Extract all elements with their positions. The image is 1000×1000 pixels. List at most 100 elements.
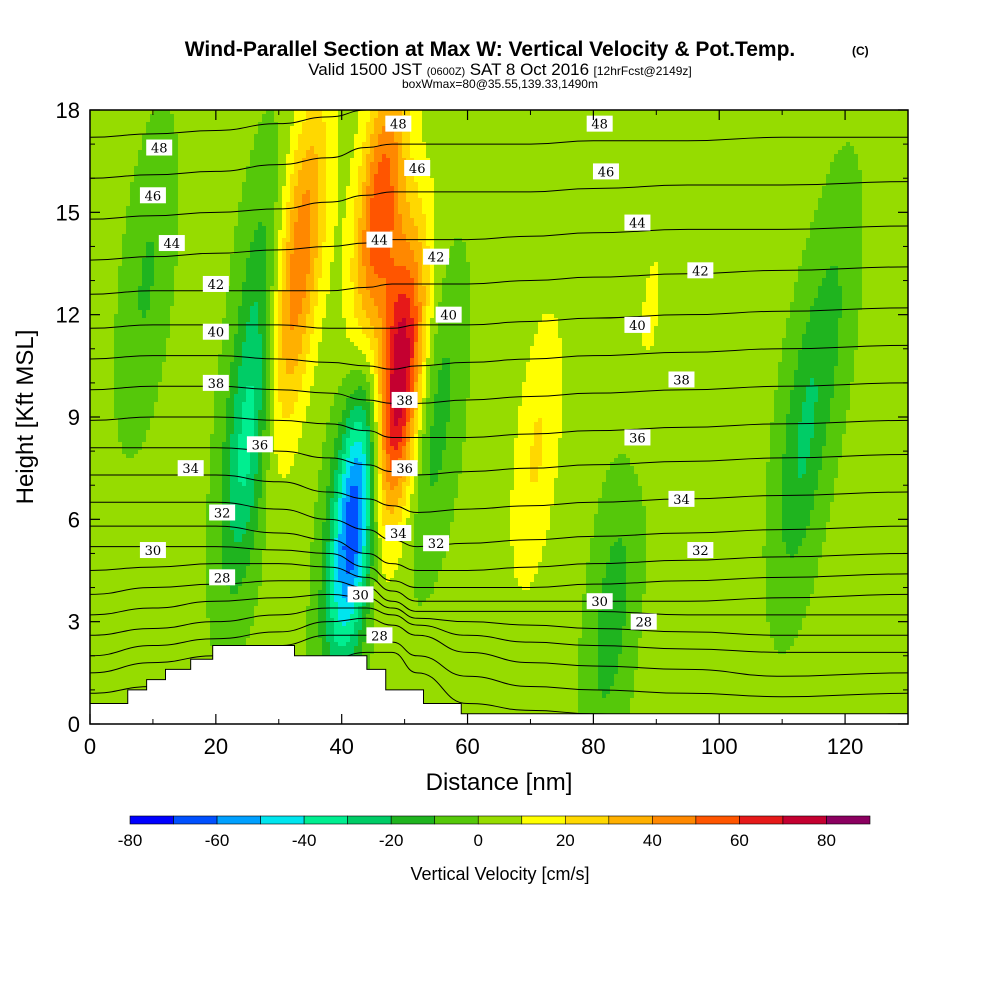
velocity-cell (674, 150, 679, 155)
velocity-cell (878, 182, 883, 187)
velocity-cell (414, 134, 419, 139)
velocity-cell (506, 194, 511, 199)
velocity-cell (110, 198, 115, 203)
velocity-cell (166, 194, 171, 199)
velocity-cell (426, 118, 431, 123)
velocity-cell (782, 150, 787, 155)
velocity-cell (286, 174, 291, 179)
velocity-cell (390, 198, 395, 203)
velocity-cell (342, 146, 347, 151)
velocity-cell (170, 118, 175, 123)
velocity-cell (746, 194, 751, 199)
velocity-cell (902, 146, 907, 151)
velocity-cell (362, 150, 367, 155)
velocity-cell (818, 142, 823, 147)
velocity-cell (258, 194, 263, 199)
velocity-cell (630, 198, 635, 203)
velocity-cell (838, 122, 843, 127)
velocity-cell (534, 146, 539, 151)
velocity-cell (154, 170, 159, 175)
velocity-cell (362, 134, 367, 139)
velocity-cell (350, 158, 355, 163)
velocity-cell (466, 150, 471, 155)
velocity-cell (466, 202, 471, 207)
velocity-cell (406, 186, 411, 191)
velocity-cell (810, 170, 815, 175)
velocity-cell (822, 114, 827, 119)
velocity-cell (658, 190, 663, 195)
velocity-cell (370, 170, 375, 175)
velocity-cell (574, 178, 579, 183)
velocity-cell (566, 194, 571, 199)
velocity-cell (806, 198, 811, 203)
velocity-cell (866, 190, 871, 195)
velocity-cell (578, 170, 583, 175)
velocity-cell (450, 150, 455, 155)
velocity-cell (454, 130, 459, 135)
velocity-cell (210, 194, 215, 199)
velocity-cell (374, 114, 379, 119)
velocity-cell (786, 194, 791, 199)
velocity-cell (886, 190, 891, 195)
velocity-cell (746, 142, 751, 147)
velocity-cell (646, 178, 651, 183)
velocity-cell (790, 158, 795, 163)
velocity-cell (246, 162, 251, 167)
velocity-cell (450, 118, 455, 123)
velocity-cell (162, 182, 167, 187)
velocity-cell (306, 190, 311, 195)
velocity-cell (246, 198, 251, 203)
velocity-cell (598, 198, 603, 203)
velocity-cell (750, 198, 755, 203)
velocity-cell (654, 146, 659, 151)
velocity-cell (554, 154, 559, 159)
velocity-cell (842, 134, 847, 139)
velocity-cell (274, 178, 279, 183)
velocity-cell (290, 174, 295, 179)
velocity-cell (722, 118, 727, 123)
velocity-cell (130, 114, 135, 119)
velocity-cell (846, 138, 851, 143)
velocity-cell (702, 130, 707, 135)
velocity-cell (870, 122, 875, 127)
velocity-cell (578, 174, 583, 179)
velocity-cell (862, 126, 867, 131)
velocity-cell (322, 126, 327, 131)
velocity-cell (522, 162, 527, 167)
velocity-cell (458, 146, 463, 151)
velocity-cell (734, 166, 739, 171)
velocity-cell (310, 142, 315, 147)
velocity-cell (506, 138, 511, 143)
velocity-cell (718, 122, 723, 127)
velocity-cell (522, 138, 527, 143)
velocity-cell (174, 190, 179, 195)
velocity-cell (470, 158, 475, 163)
velocity-cell (886, 142, 891, 147)
velocity-cell (774, 122, 779, 127)
velocity-cell (290, 202, 295, 207)
velocity-cell (750, 150, 755, 155)
velocity-cell (206, 122, 211, 127)
velocity-cell (858, 138, 863, 143)
velocity-cell (626, 202, 631, 207)
velocity-cell (326, 142, 331, 147)
velocity-cell (778, 150, 783, 155)
velocity-cell (466, 130, 471, 135)
velocity-cell (842, 198, 847, 203)
velocity-cell (826, 198, 831, 203)
velocity-cell (410, 186, 415, 191)
velocity-cell (734, 182, 739, 187)
velocity-cell (122, 118, 127, 123)
velocity-cell (126, 206, 131, 211)
velocity-cell (638, 174, 643, 179)
velocity-cell (242, 130, 247, 135)
velocity-cell (338, 142, 343, 147)
velocity-cell (618, 202, 623, 207)
velocity-cell (118, 130, 123, 135)
velocity-cell (226, 134, 231, 139)
velocity-cell (114, 182, 119, 187)
velocity-cell (614, 194, 619, 199)
velocity-cell (198, 134, 203, 139)
velocity-cell (694, 170, 699, 175)
velocity-cell (250, 170, 255, 175)
